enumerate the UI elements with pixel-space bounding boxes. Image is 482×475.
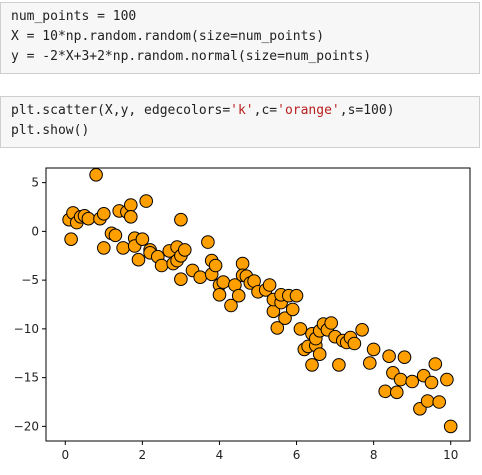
scatter-point: [212, 288, 227, 302]
scatter-point: [235, 256, 250, 271]
scatter-point: [64, 232, 78, 246]
scatter-point: [231, 288, 246, 303]
scatter-point: [366, 342, 381, 357]
axes-frame: [45, 167, 471, 442]
scatter-point: [285, 302, 300, 317]
scatter-point: [382, 349, 396, 363]
string-literal: 'orange': [277, 103, 340, 118]
scatter-point: [432, 395, 447, 409]
scatter-point: [397, 350, 412, 364]
code-line: X = 10*np.random.random(size=num_points): [11, 29, 325, 44]
x-tick-label: 4: [216, 448, 224, 462]
string-literal: 'k': [230, 103, 254, 118]
scatter-point: [324, 316, 339, 330]
x-tick-label: 2: [139, 448, 147, 462]
scatter-point: [216, 275, 231, 289]
scatter-point: [97, 241, 111, 255]
scatter-point: [262, 278, 277, 292]
scatter-point: [393, 372, 408, 387]
y-tick-label: −5: [21, 273, 39, 287]
scatter-point: [124, 198, 138, 212]
scatter-point: [154, 258, 169, 273]
scatter-point: [270, 321, 285, 335]
scatter-point: [405, 374, 420, 389]
code-cell-2[interactable]: plt.scatter(X,y, edgecolors='k',c='orang…: [0, 96, 480, 148]
scatter-point: [289, 288, 304, 303]
scatter-point: [178, 243, 192, 257]
code-line: num_points = 100: [11, 9, 137, 24]
code-line: plt.show(): [11, 123, 90, 138]
x-tick-label: 6: [293, 448, 301, 462]
scatter-point: [420, 394, 435, 408]
scatter-point: [332, 358, 346, 372]
scatter-chart: 0 2 4 6 8 10 5 0 −5 −10 −15 −20: [14, 167, 471, 462]
code-token: ,s=100): [339, 103, 395, 118]
scatter-plot-output: 0 2 4 6 8 10 5 0 −5 −10 −15 −20: [0, 160, 482, 471]
scatter-point: [424, 375, 439, 390]
scatter-point: [347, 336, 362, 351]
scatter-point: [124, 210, 138, 224]
scatter-point: [131, 252, 146, 267]
scatter-point: [116, 241, 130, 255]
code-token: ,c=: [253, 103, 278, 118]
scatter-point: [305, 358, 319, 372]
scatter-point: [201, 235, 215, 249]
y-tick-label: 5: [31, 176, 39, 190]
scatter-point: [208, 258, 223, 273]
code-token: plt.scatter(X,y, edgecolors=: [11, 103, 231, 118]
y-tick-label: −20: [14, 419, 39, 433]
scatter-point: [174, 272, 188, 286]
scatter-point: [428, 357, 443, 371]
scatter-point: [89, 168, 103, 182]
code-line: y = -2*X+3+2*np.random.normal(size=num_p…: [11, 49, 372, 64]
scatter-point: [293, 322, 308, 336]
scatter-point: [443, 419, 458, 434]
x-tick-label: 10: [443, 448, 458, 462]
scatter-point: [174, 212, 188, 227]
scatter-point: [363, 356, 377, 370]
y-tick-label: −15: [14, 371, 39, 385]
scatter-point: [378, 384, 393, 399]
x-tick-label: 0: [61, 448, 69, 462]
scatter-point: [97, 207, 111, 221]
scatter-point: [193, 270, 207, 284]
scatter-point: [108, 228, 123, 243]
scatter-point: [135, 232, 150, 246]
code-cell-1[interactable]: num_points = 100 X = 10*np.random.random…: [0, 2, 480, 74]
scatter-point: [440, 372, 454, 387]
scatter-point: [139, 194, 153, 208]
scatter-point: [312, 347, 327, 361]
code-line: plt.scatter(X,y, edgecolors='k',c='orang…: [11, 101, 469, 121]
scatter-point: [278, 311, 292, 325]
y-tick-label: −10: [14, 322, 39, 336]
scatter-point: [81, 211, 96, 226]
y-tick-label: 0: [31, 224, 39, 238]
x-tick-label: 8: [370, 448, 378, 462]
scatter-point: [224, 298, 238, 313]
scatter-point: [390, 385, 404, 400]
scatter-point: [355, 323, 369, 337]
